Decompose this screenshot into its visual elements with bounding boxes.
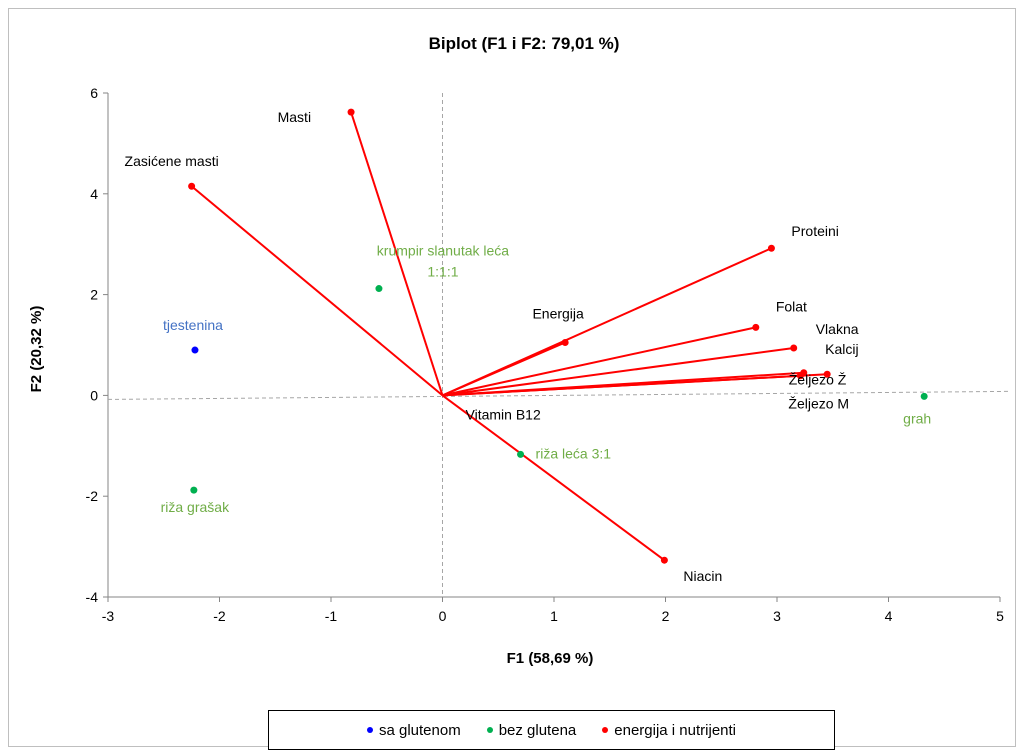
chart-title: Biplot (F1 i F2: 79,01 %) — [429, 34, 620, 53]
vector-line — [442, 374, 801, 397]
variable-label: Željezo M — [788, 396, 849, 412]
variable-label: Proteini — [791, 223, 838, 239]
horizontal-zero-line — [107, 390, 1011, 400]
observation-point — [920, 392, 928, 400]
x-axis-label: F1 (58,69 %) — [507, 650, 594, 667]
legend-label: sa glutenom — [378, 721, 461, 739]
vector-point — [660, 556, 668, 564]
variable-label: Željezo Ž — [789, 372, 847, 388]
vector-point — [347, 108, 355, 116]
x-tick-label: 2 — [662, 608, 670, 624]
x-tick-label: -2 — [213, 608, 226, 624]
vector-point — [752, 323, 760, 331]
variable-label: Vitamin B12 — [466, 406, 541, 422]
x-tick-label: 5 — [996, 608, 1004, 624]
x-tick-label: 0 — [439, 608, 447, 624]
legend-item-bez-glutena: bez glutena — [486, 721, 577, 739]
legend-item-energija: energija i nutrijenti — [602, 722, 736, 739]
observation-point — [190, 486, 198, 494]
variable-label: Zasićene masti — [125, 153, 219, 169]
vector-line — [442, 341, 566, 397]
observation-point — [517, 450, 525, 458]
observation-point — [375, 285, 383, 293]
y-axis-label: F2 (20,32 %) — [28, 306, 45, 393]
variable-label: Vlakna — [816, 321, 859, 337]
y-tick-label: 0 — [90, 387, 98, 403]
x-tick-label: 4 — [885, 608, 893, 624]
vector-point — [188, 182, 196, 190]
y-tick-label: -2 — [86, 488, 99, 504]
variable-label: Energija — [532, 305, 584, 321]
legend-label: bez glutena — [498, 721, 577, 739]
biplot-chart: Biplot (F1 i F2: 79,01 %) -4 -2 0 2 4 6 -3 -2 -1… — [28, 34, 1011, 667]
y-tick-label: 4 — [90, 186, 98, 202]
y-tick-label: 6 — [90, 85, 98, 101]
variable-label: Masti — [278, 109, 311, 125]
x-tick-label: 3 — [773, 608, 781, 624]
observation-label: riža leća 3:1 — [536, 445, 612, 461]
observation-label: tjestenina — [163, 317, 223, 333]
observation-label: riža grašak — [161, 499, 230, 515]
variable-label: Kalcij — [825, 341, 858, 357]
x-tick-label: -1 — [325, 608, 338, 624]
legend-marker-blue — [366, 727, 373, 733]
legend-marker-red — [602, 727, 609, 733]
vector-point — [767, 244, 775, 252]
legend-marker-green — [486, 727, 493, 733]
variable-label: Folat — [776, 298, 807, 314]
x-tick-label: -3 — [102, 608, 115, 624]
chart-frame: Biplot (F1 i F2: 79,01 %) -4 -2 0 2 4 6 -3 -2 -1… — [8, 8, 1016, 750]
y-tick-label: 2 — [90, 287, 98, 303]
variable-label: Niacin — [683, 568, 722, 584]
vector-point — [796, 372, 804, 380]
legend-item-sa-glutenom: sa glutenom — [366, 721, 461, 739]
legend-label: energija i nutrijenti — [614, 721, 737, 739]
observation-label: krumpir slanutak leća — [377, 243, 509, 259]
vector-line — [350, 111, 444, 396]
observation-point — [191, 346, 199, 354]
y-tick-label: -4 — [86, 589, 99, 605]
vector-point — [561, 338, 569, 346]
observation-label: 1:1:1 — [427, 264, 458, 280]
vector-line — [442, 326, 757, 397]
vector-point — [823, 370, 831, 378]
vector-line — [441, 394, 665, 562]
legend: sa glutenom bez glutena energija i nutri… — [268, 710, 835, 750]
observation-label: grah — [903, 410, 931, 426]
vector-line — [442, 347, 794, 397]
vector-line — [190, 185, 444, 397]
x-tick-label: 1 — [550, 608, 558, 624]
vector-point — [790, 344, 798, 352]
